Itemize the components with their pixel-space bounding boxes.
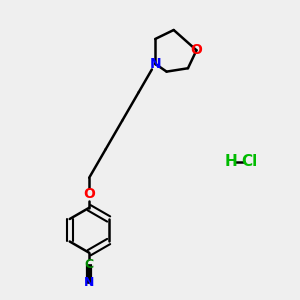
Text: O: O <box>83 187 95 201</box>
Text: O: O <box>190 43 202 57</box>
Text: N: N <box>149 57 161 71</box>
Text: C: C <box>85 258 94 271</box>
Text: Cl: Cl <box>241 154 257 169</box>
Text: N: N <box>84 276 94 289</box>
Text: H: H <box>225 154 237 169</box>
